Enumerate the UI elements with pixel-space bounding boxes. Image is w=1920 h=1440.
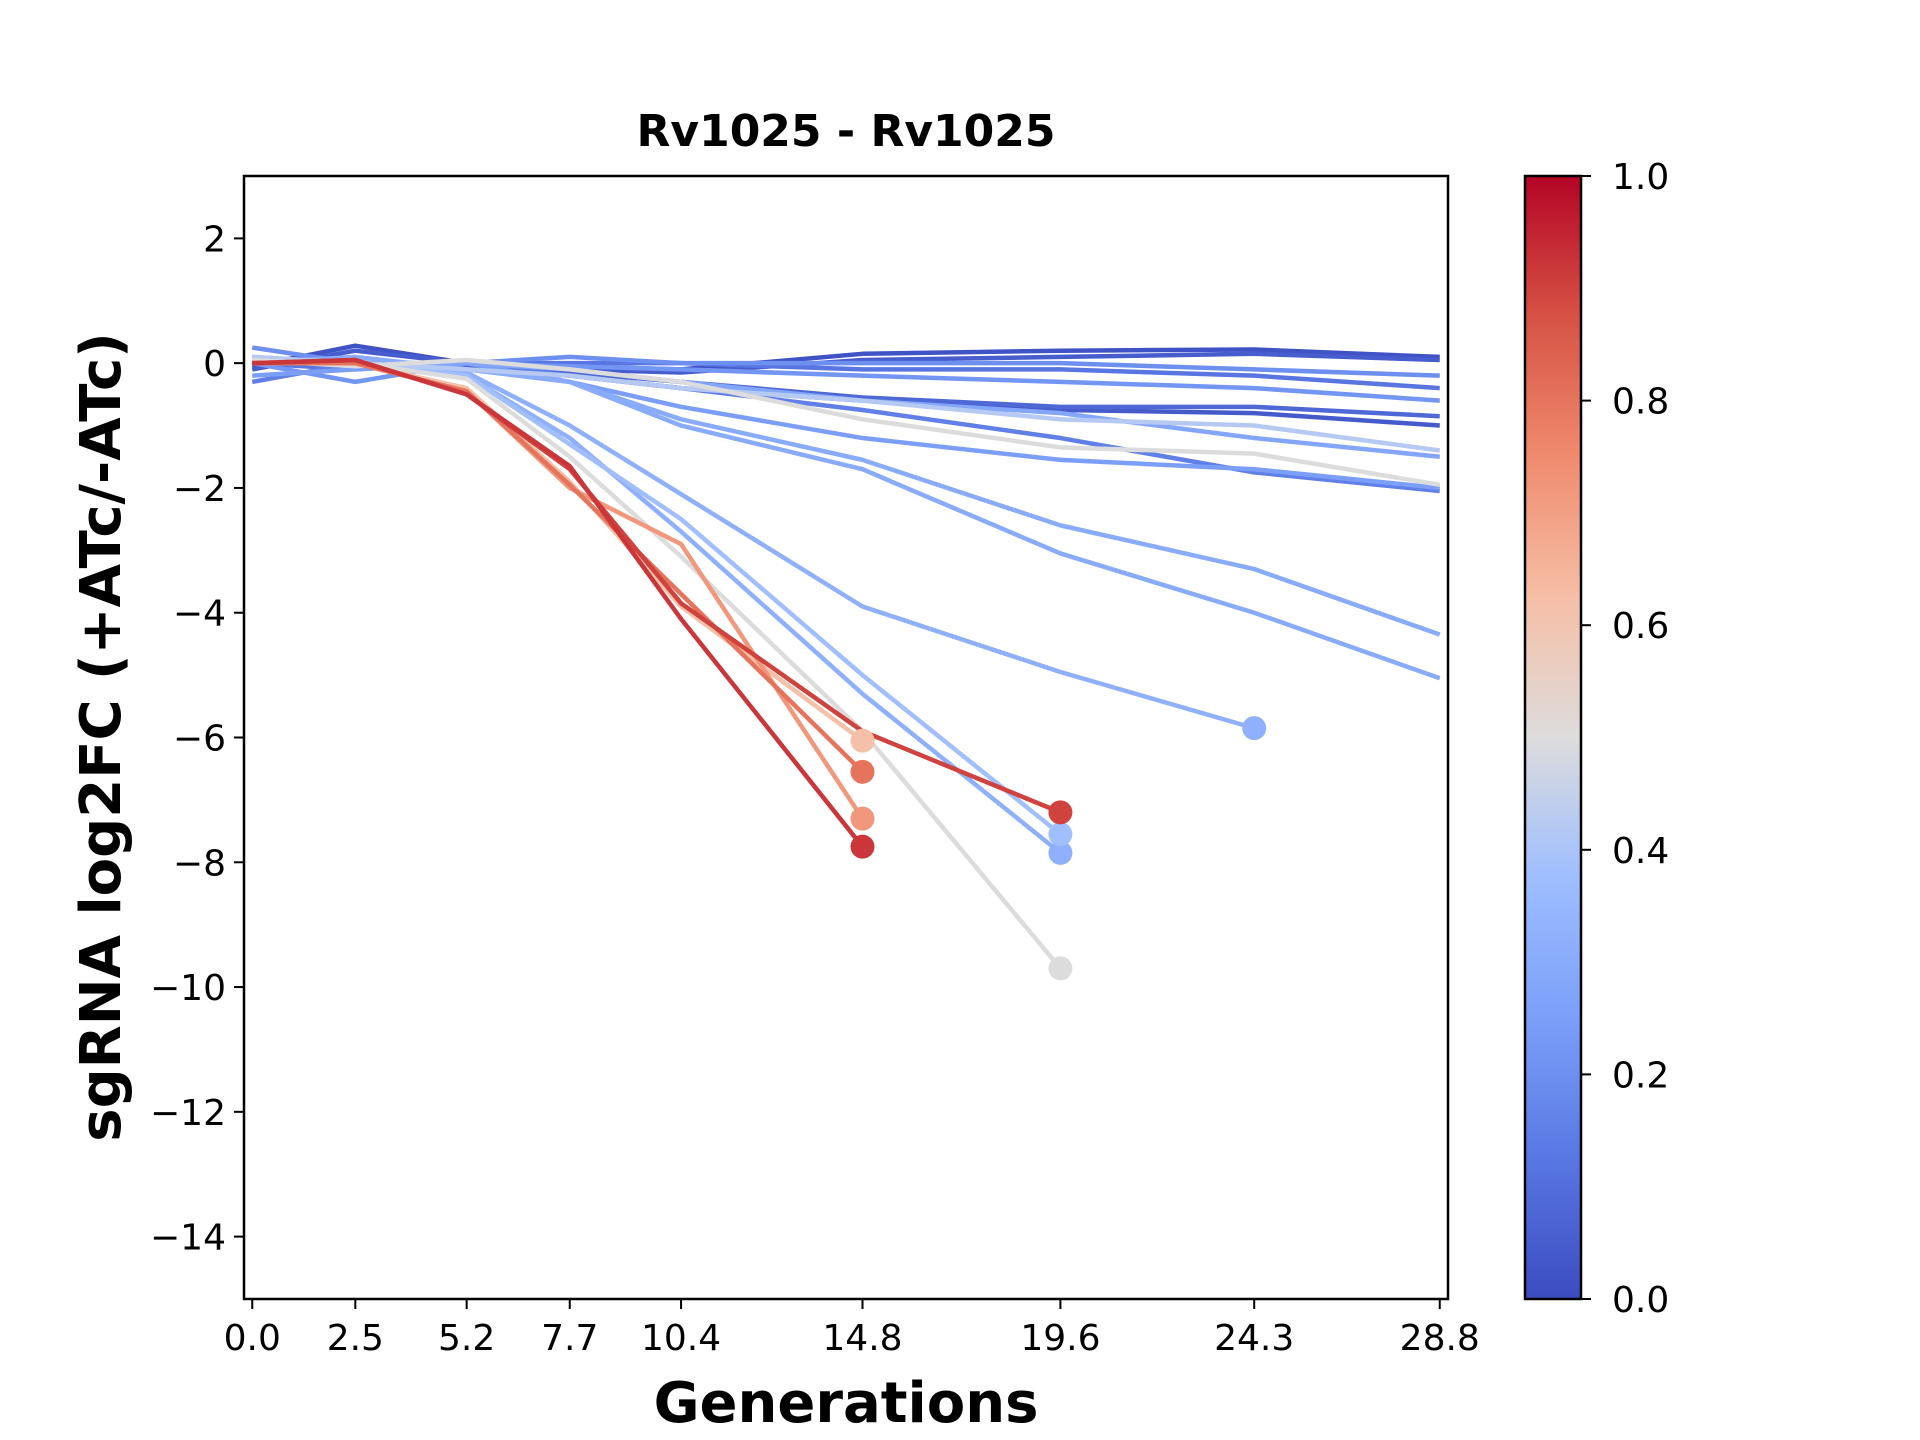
- y-axis: 2 0 −2 −4 −6 −8 −10 −12 −14: [150, 219, 244, 1259]
- series-endpoint-sg20: [850, 806, 875, 831]
- colorbar-axis: 0.0 0.2 0.4 0.6 0.8 1.0: [1581, 157, 1669, 1321]
- colorbar-tick-label: 1.0: [1612, 157, 1669, 198]
- series-endpoint-sg19: [850, 728, 875, 753]
- colorbar-tick-label: 0.8: [1612, 382, 1669, 423]
- x-tick-label: 19.6: [1020, 1318, 1100, 1359]
- x-tick-label: 10.4: [641, 1318, 721, 1359]
- series-endpoint-sg22: [1048, 800, 1073, 825]
- series-endpoint-sg18: [1048, 956, 1073, 981]
- y-tick-label: −2: [173, 469, 226, 510]
- x-tick-label: 28.8: [1400, 1318, 1480, 1359]
- x-tick-label: 7.7: [541, 1318, 598, 1359]
- x-axis-label: Generations: [654, 1371, 1039, 1436]
- series-line-sg12: [252, 360, 1441, 681]
- x-tick-label: 24.3: [1214, 1318, 1294, 1359]
- y-tick-label: 0: [203, 344, 226, 385]
- series-line-sg08: [251, 360, 1440, 403]
- colorbar: [1523, 174, 1583, 1301]
- series-line-sg18: [252, 360, 1063, 970]
- series-line-sg11: [252, 354, 1441, 637]
- series-endpoint-sg14: [1048, 840, 1073, 865]
- series-endpoint-sg23: [850, 834, 875, 859]
- y-tick-label: −12: [150, 1093, 226, 1134]
- y-tick-label: −14: [150, 1218, 226, 1259]
- series-endpoint-sg13: [1242, 716, 1267, 741]
- x-tick-label: 5.2: [438, 1318, 495, 1359]
- series-line-sg14: [252, 360, 1062, 855]
- x-tick-label: 14.8: [822, 1318, 902, 1359]
- series-lines: [251, 343, 1441, 970]
- x-tick-label: 0.0: [224, 1318, 281, 1359]
- series-line-sg02: [251, 348, 1440, 375]
- y-tick-label: −4: [173, 594, 226, 635]
- y-tick-label: −10: [150, 968, 226, 1009]
- series-endpoint-sg21: [850, 759, 875, 784]
- series-line-sg23: [252, 357, 865, 849]
- x-axis: 0.0 2.5 5.2 7.7 10.4 14.8 19.6 24.3 28.8: [224, 1299, 1480, 1359]
- y-axis-label: sgRNA log2FC (+ATc/-ATc): [69, 332, 134, 1142]
- y-tick-label: 2: [203, 219, 226, 260]
- plot-frame: [242, 174, 1450, 1301]
- colorbar-tick-label: 0.4: [1612, 831, 1669, 872]
- x-tick-label: 2.5: [327, 1318, 384, 1359]
- chart-title: Rv1025 - Rv1025: [637, 106, 1056, 157]
- colorbar-tick-label: 0.6: [1612, 606, 1669, 647]
- y-tick-label: −8: [173, 843, 226, 884]
- y-tick-label: −6: [173, 719, 226, 760]
- colorbar-tick-label: 0.0: [1612, 1280, 1669, 1321]
- series-endpoint-sg15: [1048, 822, 1073, 847]
- series-line-sg17: [252, 357, 1441, 488]
- series-endpoints: [850, 716, 1267, 981]
- colorbar-tick-label: 0.2: [1612, 1055, 1669, 1096]
